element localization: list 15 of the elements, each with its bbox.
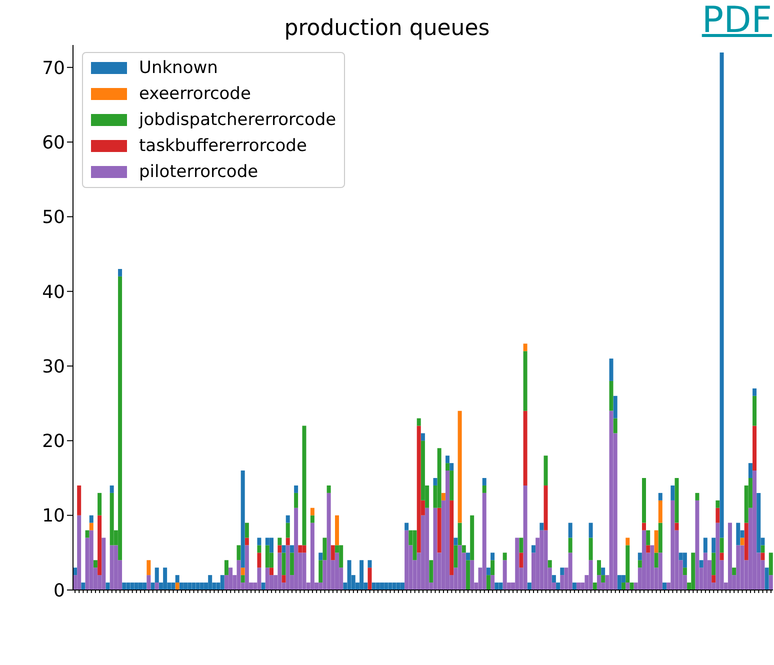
y-tick-label: 60 (42, 132, 65, 154)
chart-title: production queues (284, 16, 490, 41)
y-tick-label: 10 (42, 506, 65, 527)
y-tick-label: 50 (42, 207, 65, 228)
legend-label: jobdispatchererrorcode (138, 109, 336, 132)
y-tick-label: 40 (42, 282, 65, 303)
y-tick-label: 30 (42, 356, 65, 378)
text: PDF (702, 0, 772, 41)
y-tick-label: 70 (42, 58, 65, 79)
legend-label: Unknown (138, 57, 219, 80)
y-tick-label: 20 (42, 431, 65, 452)
legend-label: exeerrorcode (138, 83, 252, 106)
legend-label: taskbuffererrorcode (138, 135, 308, 158)
y-tick-label: 0 (54, 580, 65, 602)
legend-label: piloterrorcode (138, 161, 260, 184)
